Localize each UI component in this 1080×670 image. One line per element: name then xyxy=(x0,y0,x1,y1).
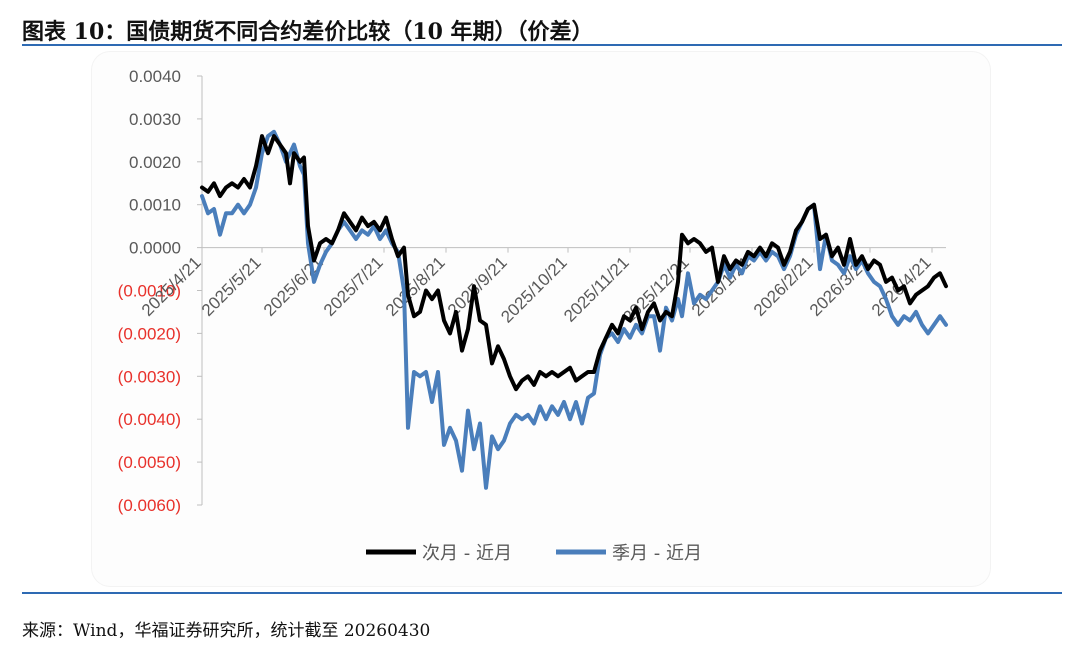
source-note: 来源：Wind，华福证券研究所，统计截至 20260430 xyxy=(22,621,431,641)
y-tick-label: 0.0000 xyxy=(129,239,181,258)
series-line-2 xyxy=(200,129,948,490)
series-line-1 xyxy=(200,134,948,392)
y-tick-label: (0.0010) xyxy=(118,282,181,301)
x-tick-label: 2025/7/21 xyxy=(320,253,387,320)
chart-title: 图表 10：国债期货不同合约差价比较（10 年期）（价差） xyxy=(22,19,594,45)
x-tick-label: 2025/6/21 xyxy=(260,253,327,320)
y-tick-label: (0.0030) xyxy=(118,367,181,386)
y-tick-label: (0.0020) xyxy=(118,324,181,343)
x-axis: 2025/4/212025/5/212025/6/212025/7/212025… xyxy=(138,247,946,327)
legend-label-2: 季月 - 近月 xyxy=(612,543,702,564)
top-rule xyxy=(22,44,1062,46)
y-tick-label: 0.0020 xyxy=(129,153,181,172)
y-tick-label: (0.0040) xyxy=(118,410,181,429)
y-axis: 0.0040 0.0030 0.0020 0.0010 0.0000 (0.0010) (0… xyxy=(118,67,203,515)
y-tick-label: 0.0040 xyxy=(129,67,181,86)
x-tick-label: 2025/5/21 xyxy=(198,253,265,320)
y-tick-label: 0.0010 xyxy=(129,196,181,215)
y-tick-label: (0.0050) xyxy=(118,453,181,472)
series-lines xyxy=(200,129,948,490)
y-tick-label: 0.0030 xyxy=(129,110,181,129)
x-tick-label: 2025/8/21 xyxy=(382,253,449,320)
bottom-rule xyxy=(22,592,1062,594)
legend-label-1: 次月 - 近月 xyxy=(422,543,512,564)
legend: 次月 - 近月 季月 - 近月 xyxy=(366,543,702,564)
y-tick-label: (0.0060) xyxy=(118,496,181,515)
chart-panel xyxy=(92,52,990,586)
